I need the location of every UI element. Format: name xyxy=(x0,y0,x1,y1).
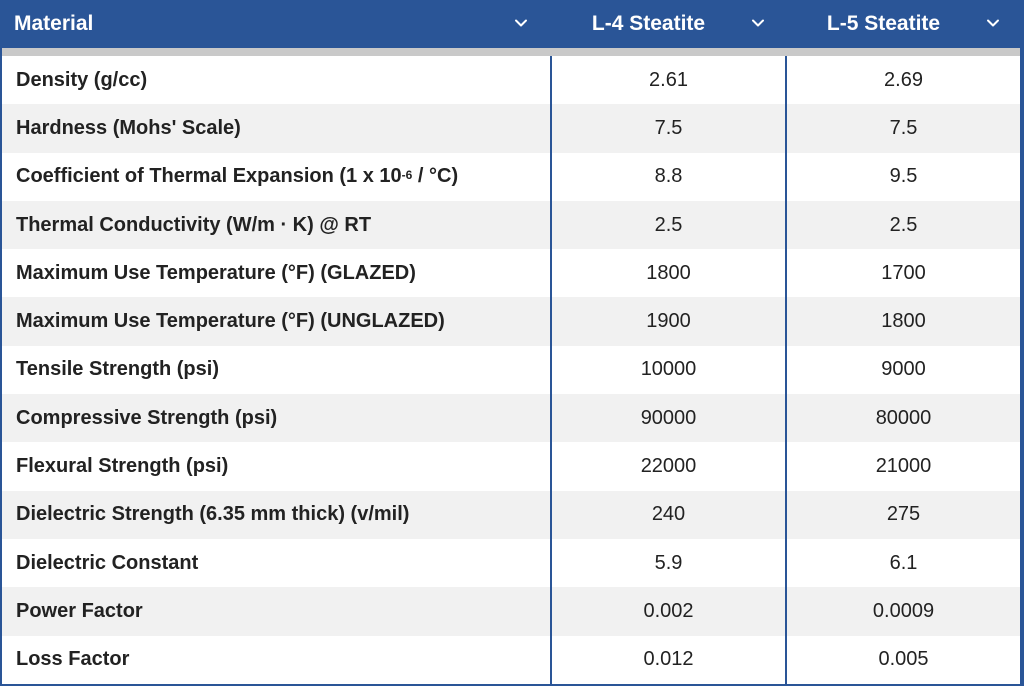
l5-value: 9000 xyxy=(881,358,926,381)
chevron-down-icon[interactable] xyxy=(985,15,1001,31)
table-row: Power Factor 0.002 0.0009 xyxy=(2,587,1020,636)
column-header-l4-steatite[interactable]: L-4 Steatite xyxy=(550,0,785,48)
table-row: Coefficient of Thermal Expansion (1 x 10… xyxy=(2,153,1020,201)
row-label: Dielectric Strength (6.35 mm thick) (v/m… xyxy=(16,503,410,526)
l4-value: 1900 xyxy=(646,310,691,333)
table-row: Dielectric Constant 5.9 6.1 xyxy=(2,539,1020,587)
l5-value: 0.0009 xyxy=(872,599,935,622)
l4-value: 5.9 xyxy=(654,551,683,574)
table-row: Compressive Strength (psi) 90000 80000 xyxy=(2,394,1020,443)
chevron-down-icon[interactable] xyxy=(513,15,529,31)
table-row: Loss Factor 0.012 0.005 xyxy=(2,636,1020,684)
table-row: Tensile Strength (psi) 10000 9000 xyxy=(2,346,1020,394)
l5-value: 275 xyxy=(886,503,921,526)
l5-value: 80000 xyxy=(875,406,932,429)
column-header-l5-steatite[interactable]: L-5 Steatite xyxy=(785,0,1020,48)
l4-value: 240 xyxy=(651,503,686,526)
l4-value: 2.61 xyxy=(649,68,688,91)
row-label: Coefficient of Thermal Expansion (1 x 10… xyxy=(16,165,459,188)
l4-value: 7.5 xyxy=(654,116,683,139)
column-divider xyxy=(550,56,552,684)
row-label: Hardness (Mohs' Scale) xyxy=(16,116,241,139)
table-row: Maximum Use Temperature (°F) (UNGLAZED) … xyxy=(2,297,1020,346)
l4-value: 22000 xyxy=(640,455,697,478)
chevron-down-icon[interactable] xyxy=(750,15,766,31)
l4-value: 0.002 xyxy=(643,599,694,622)
row-label: Power Factor xyxy=(16,599,143,622)
table-body: Density (g/cc) 2.61 2.69 Hardness (Mohs'… xyxy=(2,56,1020,684)
l4-value: 90000 xyxy=(640,406,697,429)
table-row: Maximum Use Temperature (°F) (GLAZED) 18… xyxy=(2,249,1020,297)
row-label: Maximum Use Temperature (°F) (UNGLAZED) xyxy=(16,310,445,333)
row-label: Flexural Strength (psi) xyxy=(16,455,229,478)
l5-value: 0.005 xyxy=(878,648,929,671)
row-label: Loss Factor xyxy=(16,648,130,671)
table-header: Material L-4 Steatite L-5 Steatite xyxy=(2,0,1020,48)
column-header-material[interactable]: Material xyxy=(2,0,550,48)
l5-value: 21000 xyxy=(875,455,932,478)
row-label: Dielectric Constant xyxy=(16,551,199,574)
row-label: Maximum Use Temperature (°F) (GLAZED) xyxy=(16,261,416,284)
l5-value: 1700 xyxy=(881,261,926,284)
row-label: Compressive Strength (psi) xyxy=(16,406,278,429)
column-divider xyxy=(785,56,787,684)
table-row: Dielectric Strength (6.35 mm thick) (v/m… xyxy=(2,490,1020,539)
l5-value: 7.5 xyxy=(889,116,918,139)
table-row: Flexural Strength (psi) 22000 21000 xyxy=(2,442,1020,490)
l4-value: 8.8 xyxy=(654,165,683,188)
column-header-label: Material xyxy=(14,12,94,35)
table-row: Hardness (Mohs' Scale) 7.5 7.5 xyxy=(2,104,1020,153)
l5-value: 9.5 xyxy=(889,165,918,188)
row-label: Thermal Conductivity (W/m · K) @ RT xyxy=(16,213,372,236)
l5-value: 1800 xyxy=(881,310,926,333)
l4-value: 2.5 xyxy=(654,213,683,236)
l4-value: 0.012 xyxy=(643,648,694,671)
table-row: Density (g/cc) 2.61 2.69 xyxy=(2,56,1020,104)
column-header-label: L-4 Steatite xyxy=(591,12,706,35)
l5-value: 6.1 xyxy=(889,551,918,574)
table-row: Thermal Conductivity (W/m · K) @ RT 2.5 … xyxy=(2,200,1020,250)
column-header-label: L-5 Steatite xyxy=(826,12,941,35)
l4-value: 1800 xyxy=(646,261,691,284)
header-separator xyxy=(2,48,1020,56)
row-label: Tensile Strength (psi) xyxy=(16,358,219,381)
row-label: Density (g/cc) xyxy=(16,68,148,91)
superscript: -6 xyxy=(401,167,413,182)
l5-value: 2.69 xyxy=(884,68,923,91)
l4-value: 10000 xyxy=(640,358,697,381)
l5-value: 2.5 xyxy=(889,213,918,236)
